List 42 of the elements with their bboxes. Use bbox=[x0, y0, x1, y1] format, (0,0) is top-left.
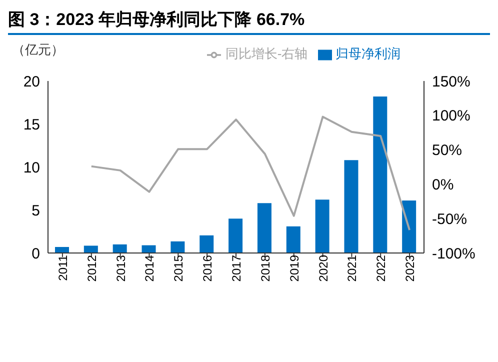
bar bbox=[315, 200, 330, 253]
bar bbox=[286, 226, 300, 253]
y-tick-label: 15 bbox=[23, 116, 40, 134]
bar bbox=[84, 246, 98, 253]
x-tick-label: 2012 bbox=[84, 254, 99, 282]
bar bbox=[200, 235, 214, 253]
bar bbox=[373, 96, 388, 253]
x-tick-label: 2020 bbox=[316, 254, 330, 282]
bar bbox=[257, 203, 272, 253]
y2-tick-label: 150% bbox=[432, 73, 470, 90]
x-tick-label: 2011 bbox=[56, 254, 70, 281]
line-series bbox=[90, 116, 411, 232]
x-tick-label: 2014 bbox=[142, 254, 157, 282]
bar bbox=[55, 246, 69, 253]
y-tick-label: 10 bbox=[23, 159, 40, 176]
x-tick-label: 2023 bbox=[403, 254, 418, 282]
bar bbox=[112, 244, 127, 253]
y-tick-label: 5 bbox=[32, 202, 40, 220]
bar bbox=[344, 160, 358, 253]
y2-tick-label: -100% bbox=[432, 245, 476, 262]
legend-label: 同比增长-右轴 bbox=[225, 46, 308, 61]
x-tick-label: 2015 bbox=[172, 254, 186, 282]
y2-tick-label: 100% bbox=[432, 108, 470, 125]
x-tick-label: 2016 bbox=[200, 254, 215, 282]
bar bbox=[402, 200, 416, 253]
legend-label: 归母净利润 bbox=[336, 46, 401, 61]
x-tick-label: 2022 bbox=[374, 254, 388, 282]
bar bbox=[142, 245, 156, 253]
x-tick-label: 2021 bbox=[345, 254, 360, 282]
y2-tick-label: -50% bbox=[432, 210, 468, 228]
bar bbox=[228, 218, 243, 253]
y-tick-label: 0 bbox=[32, 245, 40, 262]
x-tick-label: 2017 bbox=[230, 254, 244, 282]
bar bbox=[170, 241, 185, 253]
x-tick-label: 2018 bbox=[258, 254, 272, 282]
x-tick-label: 2013 bbox=[114, 254, 128, 282]
x-tick-label: 2019 bbox=[287, 254, 302, 282]
y2-tick-label: 50% bbox=[432, 142, 462, 160]
chart-title: 图 3：2023 年归母净利同比下降 66.7% bbox=[8, 8, 490, 35]
y-tick-label: 20 bbox=[23, 73, 40, 90]
y-axis-title: （亿元） bbox=[12, 41, 64, 59]
y2-tick-label: 0% bbox=[432, 176, 454, 194]
